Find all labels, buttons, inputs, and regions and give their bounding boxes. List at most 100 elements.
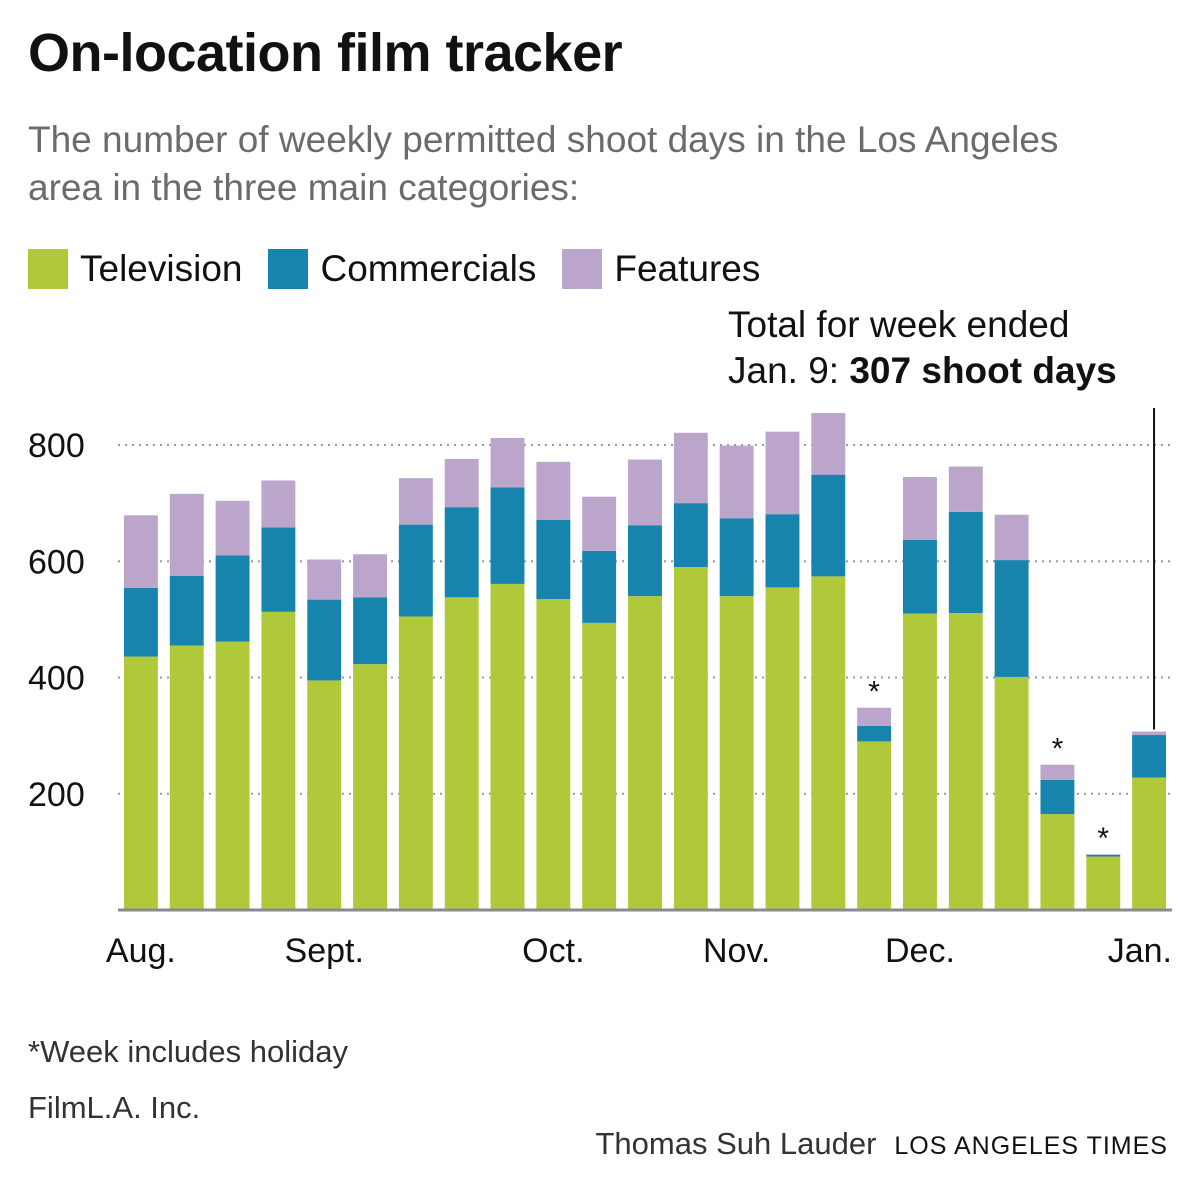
legend-item-features: Features (562, 248, 760, 290)
bar-features-0 (123, 515, 158, 588)
bar-commercials-5 (353, 597, 387, 665)
bar-television-18 (948, 612, 983, 910)
holiday-marker-16: * (868, 676, 880, 709)
bar-television-19 (994, 676, 1029, 910)
bar-features-15 (811, 413, 846, 475)
bar-commercials-2 (215, 555, 250, 642)
bar-commercials-18 (948, 511, 983, 613)
bar-commercials-20 (1040, 779, 1075, 815)
bar-features-21 (1086, 854, 1121, 855)
y-tick-label-800: 800 (28, 427, 85, 465)
bar-commercials-16 (857, 725, 892, 742)
legend-label-features: Features (614, 248, 761, 289)
bar-television-22 (1132, 777, 1167, 910)
annotation-line-1: Total for week ended (728, 304, 1070, 345)
credit-author: Thomas Suh Lauder (595, 1126, 877, 1161)
holiday-marker-20: * (1052, 733, 1064, 766)
bar-features-12 (673, 432, 708, 504)
holiday-marker-21: * (1097, 822, 1109, 855)
source-note: FilmL.A. Inc. (28, 1090, 201, 1125)
bar-commercials-8 (490, 487, 525, 584)
bar-television-17 (903, 613, 937, 910)
bar-television-11 (628, 596, 662, 910)
bar-commercials-3 (261, 527, 296, 612)
x-month-label-dec: Dec. (885, 932, 955, 970)
bar-features-16 (857, 707, 892, 726)
annotation-line-2: Jan. 9: 307 shoot days (728, 348, 1117, 394)
bar-commercials-1 (169, 575, 204, 646)
chart-subtitle: The number of weekly permitted shoot day… (28, 119, 1059, 208)
bar-commercials-22 (1132, 735, 1167, 778)
stacked-bar-chart: 200 400 600 800 * * * Aug. Sept. Oct. Nov. Dec. Jan. (28, 408, 1172, 970)
legend-label-television: Television (80, 248, 243, 289)
bar-commercials-19 (994, 560, 1029, 677)
bar-television-13 (719, 596, 754, 910)
bar-television-10 (582, 622, 617, 910)
bar-television-9 (536, 599, 571, 910)
bar-commercials-14 (765, 514, 800, 588)
bar-television-6 (398, 616, 433, 910)
bar-television-1 (169, 645, 204, 910)
bar-features-8 (490, 438, 525, 488)
annotation-prefix: Jan. 9: (728, 350, 850, 391)
bar-television-4 (307, 680, 342, 910)
bar-features-20 (1040, 764, 1075, 780)
bar-commercials-21 (1086, 854, 1121, 857)
bar-features-11 (628, 459, 662, 526)
bar-features-18 (948, 466, 983, 512)
bar-features-3 (261, 480, 296, 528)
bar-features-5 (353, 554, 387, 598)
x-month-label-jan: Jan. (1108, 932, 1172, 970)
bar-television-12 (673, 567, 708, 910)
bar-commercials-9 (536, 519, 571, 600)
x-month-label-aug: Aug. (106, 932, 176, 970)
legend-item-commercials: Commercials (268, 248, 536, 290)
bar-commercials-11 (628, 525, 662, 597)
bar-television-14 (765, 587, 800, 910)
legend-swatch-television (28, 249, 68, 289)
bar-features-2 (215, 500, 250, 556)
bar-commercials-12 (673, 503, 708, 568)
bar-features-17 (903, 476, 937, 540)
bar-features-22 (1132, 731, 1167, 736)
legend: Television Commercials Features (28, 248, 786, 290)
x-month-label-nov: Nov. (703, 932, 770, 970)
bar-features-4 (307, 559, 342, 600)
chart-title: On-location film tracker (28, 23, 623, 83)
bar-television-7 (444, 597, 479, 910)
bar-television-15 (811, 576, 846, 910)
y-tick-label-400: 400 (28, 660, 85, 698)
publisher-name: LOS ANGELES TIMES (894, 1132, 1168, 1160)
bar-television-21 (1086, 856, 1121, 910)
bar-television-16 (857, 741, 892, 910)
y-tick-label-600: 600 (28, 543, 85, 581)
bar-television-8 (490, 583, 525, 910)
bar-features-13 (719, 445, 754, 519)
bar-television-0 (123, 656, 158, 910)
bar-features-10 (582, 496, 617, 551)
bar-features-14 (765, 431, 800, 515)
credit: Thomas Suh Lauder LOS ANGELES TIMES (596, 1126, 1169, 1162)
x-month-label-sept: Sept. (285, 932, 364, 970)
bar-features-9 (536, 461, 571, 520)
bar-features-7 (444, 458, 479, 508)
bar-commercials-0 (123, 587, 158, 657)
legend-swatch-features (562, 249, 603, 289)
bar-commercials-10 (582, 550, 617, 623)
bar-commercials-6 (398, 524, 433, 617)
bar-features-19 (994, 514, 1029, 561)
bar-commercials-17 (903, 539, 937, 614)
y-tick-label-200: 200 (28, 776, 85, 814)
bar-features-6 (398, 478, 433, 525)
bar-television-3 (261, 611, 296, 910)
bar-features-1 (169, 493, 204, 576)
legend-label-commercials: Commercials (320, 248, 537, 289)
annotation-total: 307 shoot days (849, 350, 1117, 391)
footnote: *Week includes holiday (28, 1034, 348, 1069)
x-month-label-oct: Oct. (522, 932, 584, 970)
legend-swatch-commercials (268, 249, 309, 289)
bar-commercials-7 (444, 507, 479, 598)
legend-item-television: Television (28, 248, 242, 290)
bar-television-5 (353, 664, 387, 910)
bar-commercials-4 (307, 599, 342, 681)
